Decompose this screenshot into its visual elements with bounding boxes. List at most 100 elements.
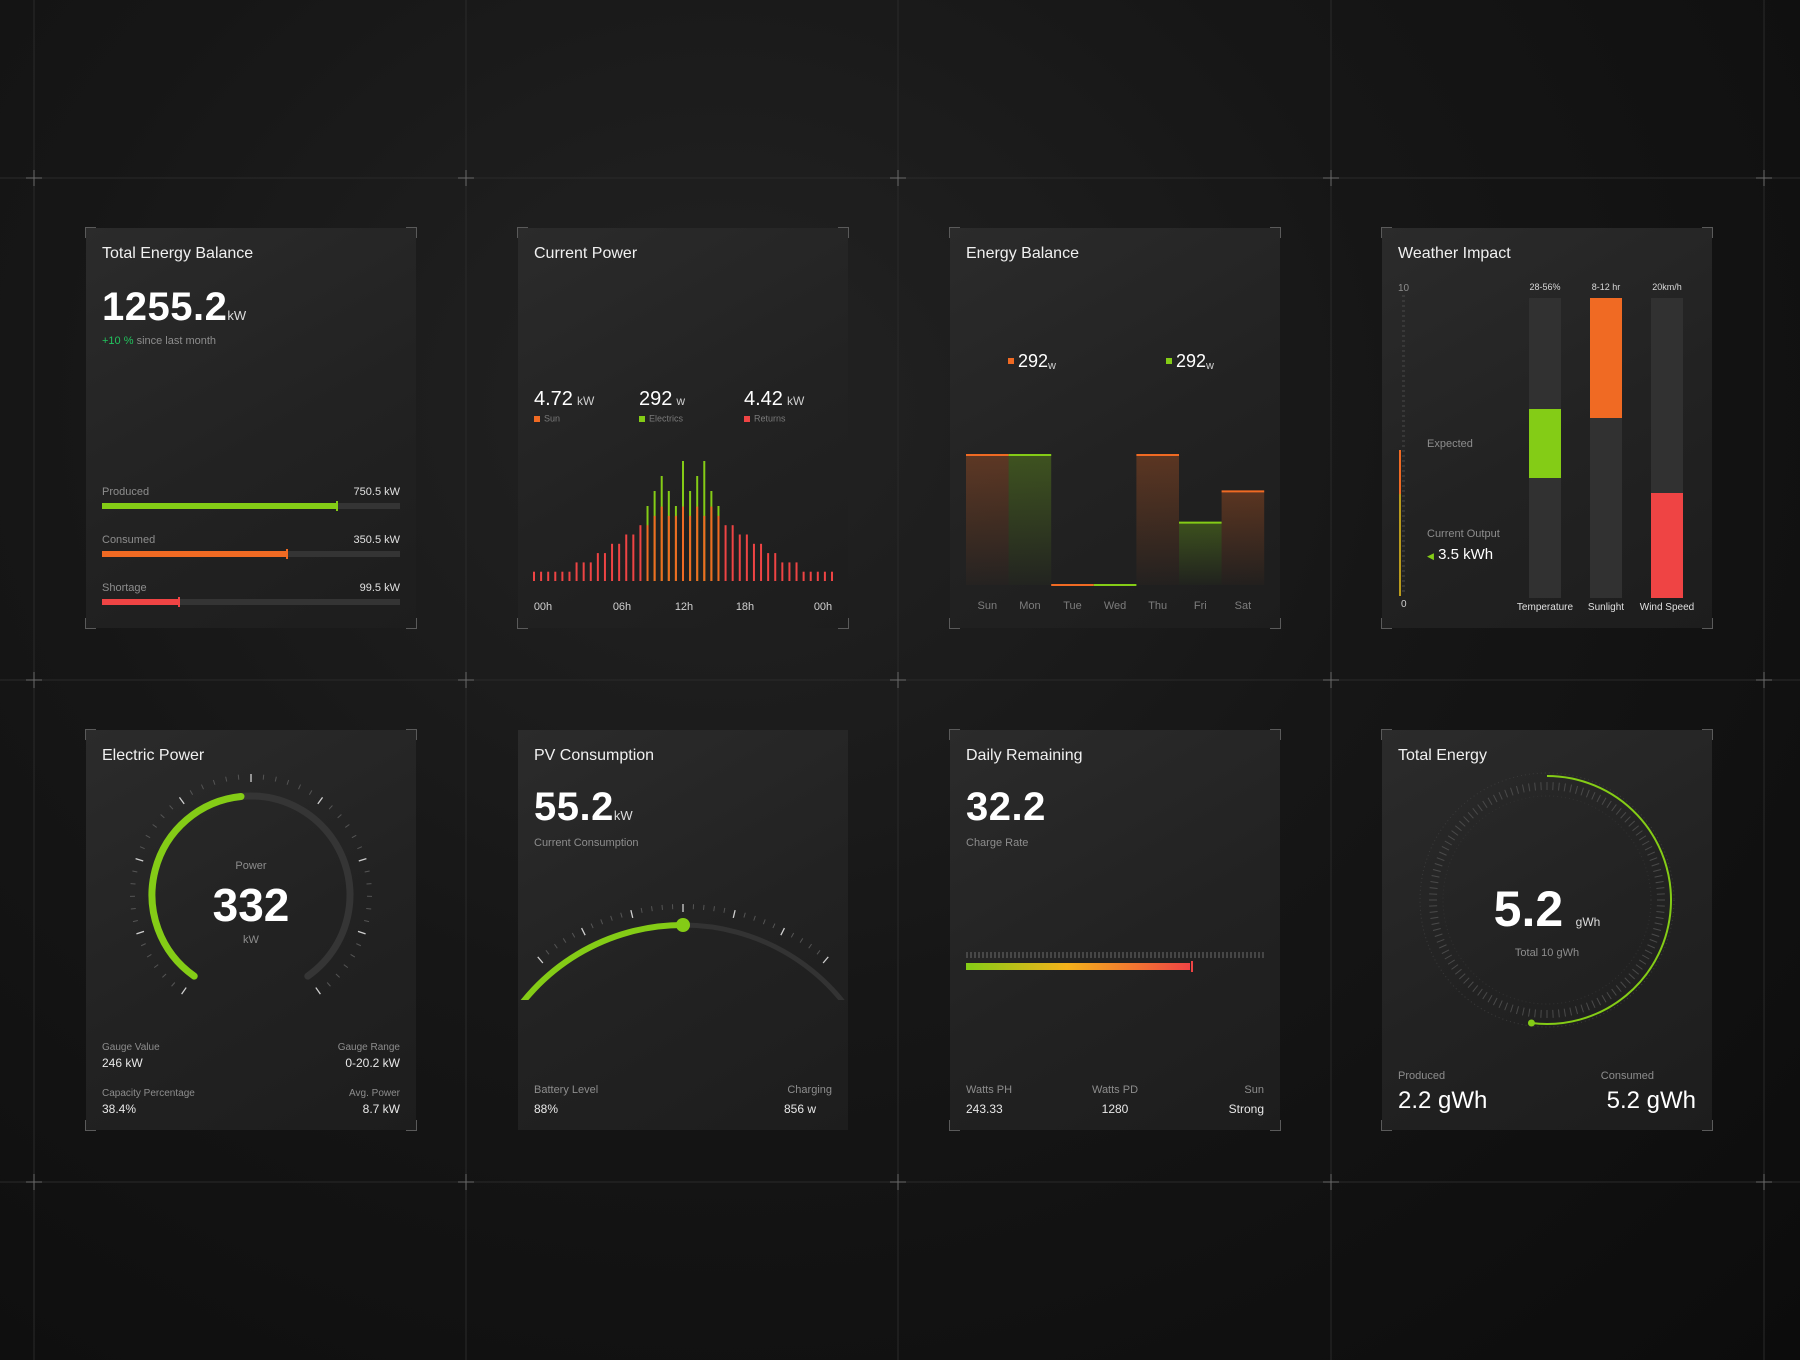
- ring-tick: [1477, 988, 1483, 996]
- produced-label: Produced: [1398, 1070, 1446, 1082]
- column-label: Sunlight: [1587, 602, 1625, 613]
- power-stat-label: Sun: [544, 413, 561, 424]
- consumed-value: 5.2 gWh: [1606, 1087, 1696, 1114]
- day-label: Tue: [1063, 600, 1082, 612]
- power-detail: Avg. Power 8.7 kW: [349, 1088, 400, 1116]
- ring-tick: [1585, 1002, 1590, 1011]
- ring-tick: [1431, 874, 1440, 878]
- ring-tick: [1521, 1007, 1525, 1016]
- gauge-tick: [328, 805, 333, 810]
- ring-tick: [1467, 811, 1474, 819]
- ring-tick: [1647, 851, 1656, 856]
- x-tick-label: 18h: [736, 601, 754, 613]
- legend-item: 292w: [1166, 350, 1214, 372]
- bar-fill: [102, 599, 179, 605]
- power-stat-unit: kW: [576, 394, 595, 408]
- remaining-stat-label: Sun: [1244, 1084, 1264, 1096]
- gauge-tick: [753, 915, 756, 921]
- gauge-tick: [351, 834, 357, 839]
- axis-bottom-label: 0: [1401, 599, 1407, 610]
- ring-tick: [1521, 784, 1525, 793]
- remaining-value: 32.2: [966, 785, 1046, 829]
- power-stat-legend: Electrics: [639, 413, 685, 424]
- bar-track: [102, 501, 400, 511]
- gauge-tick: [630, 909, 634, 919]
- card-daily-remaining: Daily Remaining 32.2 Charge Rate Watts P…: [949, 729, 1281, 1131]
- card-title: Weather Impact: [1398, 245, 1511, 262]
- power-stat: 4.42 kW Returns: [744, 388, 804, 424]
- ring-tick: [1534, 1009, 1536, 1018]
- gauge-tick: [780, 927, 786, 936]
- ring-tick: [1628, 820, 1636, 827]
- ring-tick: [1429, 911, 1438, 913]
- current-output-label: Current Output: [1427, 528, 1500, 540]
- ring-tick: [1649, 857, 1658, 862]
- balance-bar: [966, 455, 1009, 585]
- ring-tick: [1510, 1004, 1514, 1013]
- gauge-tick: [350, 954, 356, 958]
- card-electric-power: Electric Power Power 332 kW Gauge Value 2…: [85, 729, 417, 1131]
- legend-value: 292: [1018, 350, 1049, 371]
- impact-column-fill: [1590, 298, 1622, 418]
- card-title: Daily Remaining: [966, 747, 1083, 764]
- weekly-balance-chart: Sun Mon Tue Wed Thu Fri Sat: [966, 454, 1265, 612]
- ring-tick: [1644, 845, 1653, 851]
- ring-tick: [1611, 804, 1617, 812]
- gauge-tick: [366, 907, 372, 910]
- ring-tick: [1463, 816, 1470, 823]
- day-label: Wed: [1104, 600, 1126, 612]
- pv-sub-label: Current Consumption: [534, 837, 639, 849]
- ring-tick: [1454, 968, 1462, 975]
- gauge-tick: [286, 779, 290, 785]
- ring-tick: [1601, 797, 1607, 805]
- gauge-tick: [364, 870, 370, 873]
- ring-tick: [1638, 835, 1647, 841]
- power-detail-value: 8.7 kW: [362, 1102, 400, 1116]
- legend-swatch-icon: [534, 415, 540, 422]
- power-histogram: 00h 06h 12h 18h 00h: [533, 461, 833, 613]
- total-balance-value: 1255.2: [102, 285, 228, 329]
- card-title: Current Power: [534, 245, 638, 262]
- legend-swatch-icon: [639, 415, 645, 422]
- bar-value: 350.5 kW: [353, 534, 400, 546]
- ring-tick: [1472, 807, 1479, 815]
- remaining-stat: Watts PH 243.33: [966, 1084, 1012, 1116]
- day-label: Sat: [1235, 600, 1252, 612]
- ring-tick: [1528, 1008, 1531, 1017]
- bar-marker: [286, 549, 288, 559]
- ring-tick: [1638, 959, 1647, 965]
- power-stat-value: 4.42: [744, 388, 783, 410]
- gauge-center-label: Power: [235, 860, 267, 872]
- legend-unit: w: [1206, 359, 1214, 372]
- power-stat-value: 4.72: [534, 388, 573, 410]
- gauge-tick: [580, 927, 586, 936]
- power-detail-label: Gauge Value: [102, 1042, 160, 1053]
- balance-bar: [1008, 455, 1052, 585]
- bar-label: Shortage: [102, 582, 147, 594]
- change-percentage: +10 %: [102, 335, 134, 347]
- battery-level-value: 88%: [534, 1102, 559, 1116]
- ring-tick: [1620, 811, 1627, 819]
- remaining-stat: Sun Strong: [1229, 1084, 1264, 1116]
- gauge-tick: [358, 857, 367, 862]
- gauge-tick: [343, 964, 349, 969]
- ring-tick: [1596, 997, 1602, 1006]
- ring-tick: [1482, 800, 1488, 809]
- ring-tick: [1510, 787, 1514, 796]
- ring-tick: [1615, 807, 1622, 815]
- card-current-power: Current Power 4.72 kW Sun 292 w Electrics 4.42…: [517, 227, 849, 629]
- card-energy-balance: Energy Balance 292w 292w Sun Mon Tue Wed Thu F…: [949, 227, 1281, 629]
- power-stat-line: 4.42 kW: [744, 388, 804, 411]
- ring-tick: [1454, 825, 1462, 832]
- ring-tick: [1606, 800, 1612, 809]
- gauge-tick: [162, 973, 167, 978]
- gauge-tick: [799, 938, 804, 943]
- bar-value: 750.5 kW: [353, 486, 400, 498]
- card-total-energy-balance: Total Energy Balance 1255.2kW +10 % sinc…: [85, 227, 417, 629]
- gauge-value: 332: [212, 879, 290, 931]
- power-stat: 292 w Electrics: [639, 388, 685, 424]
- gauge-unit: kW: [243, 934, 259, 946]
- remaining-stat-label: Watts PD: [1091, 1084, 1139, 1096]
- gauge-tick: [620, 912, 623, 918]
- power-detail: Capacity Percentage 38.4%: [102, 1088, 195, 1116]
